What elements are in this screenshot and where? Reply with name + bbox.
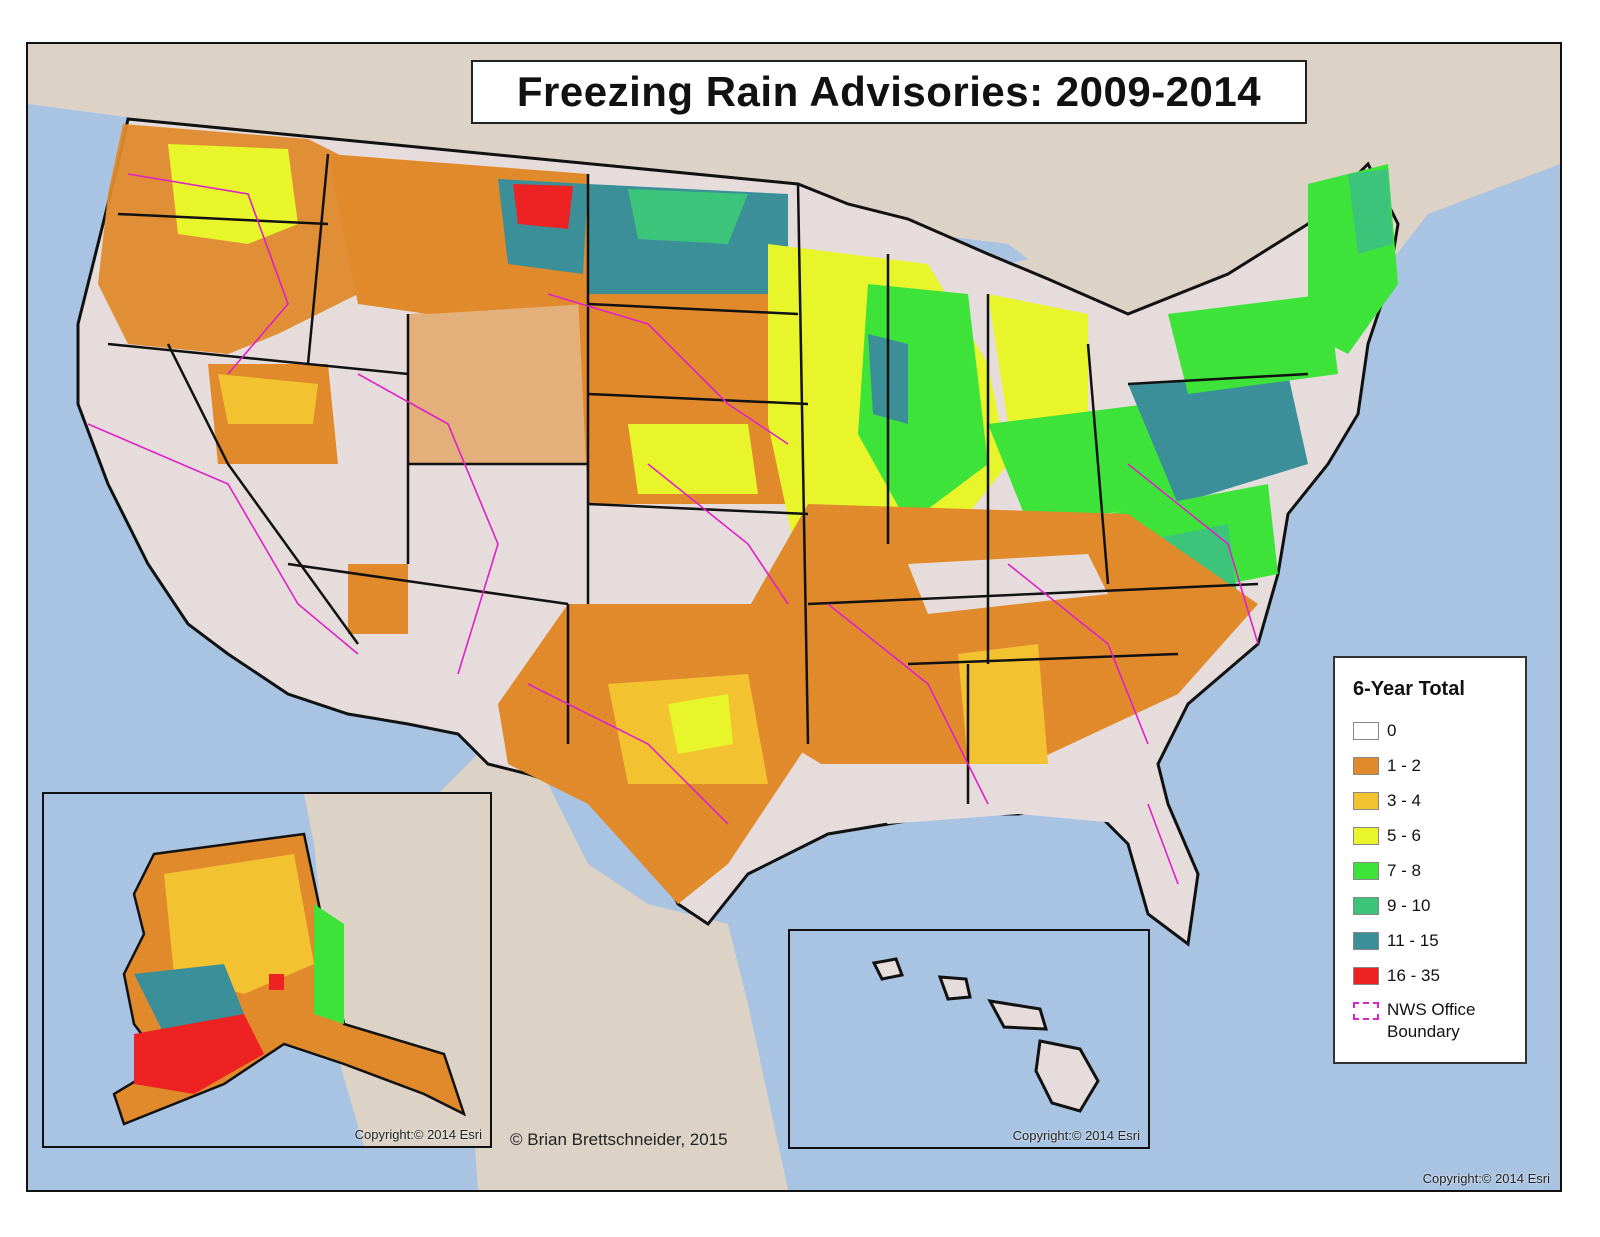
legend-swatch [1353, 896, 1379, 915]
region-idaho-yellow [218, 374, 318, 424]
legend-label: 3 - 4 [1387, 790, 1422, 810]
legend-item: 3 - 4 [1353, 783, 1507, 818]
legend-item: 5 - 6 [1353, 818, 1507, 853]
region-arizona-orange [348, 564, 408, 634]
hawaii-island-kauai [871, 957, 905, 981]
legend-item: 16 - 35 [1353, 958, 1507, 993]
region-michigan-yellow [988, 294, 1088, 424]
legend-swatch [1353, 791, 1379, 810]
hawaii-copyright: Copyright:© 2014 Esri [1012, 1128, 1140, 1143]
map-frame: Freezing Rain Advisories: 2009-2014 Copy… [26, 42, 1562, 1192]
alaska-red-region [134, 1014, 264, 1094]
map-title: Freezing Rain Advisories: 2009-2014 [516, 68, 1262, 115]
hawaii-map [871, 957, 1100, 1113]
hawaii-inset: Copyright:© 2014 Esri [788, 929, 1150, 1149]
legend-label: 5 - 6 [1387, 825, 1422, 845]
legend-nws-boundary: NWS Office Boundary [1353, 999, 1507, 1043]
region-wyoming-orange [408, 304, 588, 464]
legend-title: 6-Year Total [1353, 678, 1465, 700]
alaska-red-spot [269, 974, 284, 990]
contiguous-us-map [28, 44, 1560, 1190]
region-dakotas-green [628, 189, 748, 244]
legend-swatch [1353, 826, 1379, 845]
nws-boundary-label: NWS Office Boundary [1387, 1000, 1476, 1041]
region-alabama-yellow [958, 644, 1048, 764]
legend-item: 7 - 8 [1353, 853, 1507, 888]
legend-item: 0 [1353, 713, 1507, 748]
title-box: Freezing Rain Advisories: 2009-2014 [471, 60, 1307, 124]
region-ohio-green [988, 404, 1178, 524]
region-maine-teal [1348, 169, 1393, 254]
legend-swatch [1353, 966, 1379, 985]
alaska-yellow-region [164, 854, 314, 994]
hawaii-island-big [1034, 1039, 1100, 1113]
region-pennsylvania-teal [1128, 374, 1308, 504]
region-newyork-green [1168, 294, 1338, 394]
legend-label: 1 - 2 [1387, 755, 1422, 775]
region-south-gray-band [908, 554, 1108, 614]
legend-label: 11 - 15 [1387, 930, 1439, 950]
hawaii-island-maui [987, 999, 1049, 1031]
main-copyright: Copyright:© 2014 Esri [1422, 1171, 1550, 1186]
hawaii-island-oahu [937, 975, 972, 1001]
legend-swatch [1353, 756, 1379, 775]
legend-label: 16 - 35 [1387, 965, 1440, 985]
region-washington-yellow [168, 144, 298, 244]
legend-label: 7 - 8 [1387, 860, 1422, 880]
region-montana-red [513, 184, 573, 229]
legend-item: 11 - 15 [1353, 923, 1507, 958]
alaska-map [112, 794, 490, 1146]
author-credit: © Brian Brettschneider, 2015 [510, 1130, 728, 1149]
legend-swatch [1353, 931, 1379, 950]
nws-office-boundaries [87, 173, 1259, 885]
legend-swatch [1353, 861, 1379, 880]
legend-label: 0 [1387, 720, 1397, 740]
state-borders [107, 153, 1309, 804]
legend-label: 9 - 10 [1387, 895, 1431, 915]
legend-swatch [1353, 721, 1379, 740]
region-nebraska-yellow [628, 424, 758, 494]
legend: 6-Year Total 0 1 - 2 3 - 4 5 - 6 7 - 8 9… [1333, 656, 1527, 1064]
nws-boundary-swatch [1353, 1002, 1379, 1020]
alaska-teal-region [134, 964, 244, 1034]
alaska-copyright: Copyright:© 2014 Esri [354, 1127, 482, 1142]
legend-item: 1 - 2 [1353, 748, 1507, 783]
alaska-green-region [314, 904, 344, 1024]
legend-item: 9 - 10 [1353, 888, 1507, 923]
region-texas-lime [668, 694, 733, 754]
alaska-inset: Copyright:© 2014 Esri [42, 792, 492, 1148]
